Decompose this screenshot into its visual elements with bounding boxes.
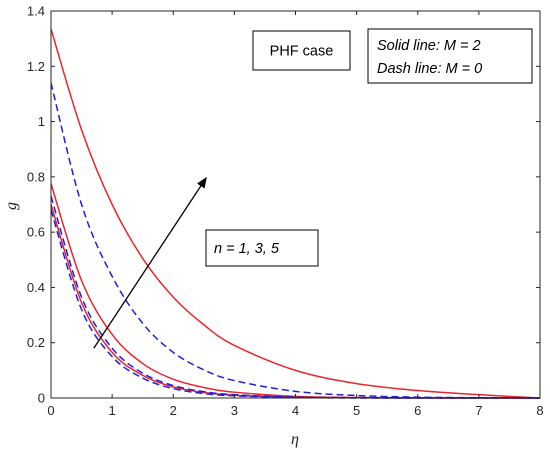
y-tick-label: 0.6 xyxy=(27,225,45,240)
y-tick-label: 1.4 xyxy=(27,4,45,19)
legend-dash-line: Dash line: M = 0 xyxy=(377,61,482,77)
y-axis-label: g xyxy=(3,202,20,210)
y-tick-label: 0.8 xyxy=(27,169,45,184)
y-tick-label: 1 xyxy=(38,114,45,129)
legend-solid-line: Solid line: M = 2 xyxy=(377,38,481,54)
case-label: PHF case xyxy=(270,44,334,60)
x-tick-label: 2 xyxy=(170,403,177,418)
n-annotation: n = 1, 3, 5 xyxy=(205,229,319,267)
y-tick-label: 0.4 xyxy=(27,280,45,295)
x-tick-label: 8 xyxy=(536,403,543,418)
increase-arrow xyxy=(93,185,202,349)
n-label-box xyxy=(205,229,319,267)
x-tick-label: 6 xyxy=(414,403,421,418)
case-box xyxy=(252,30,351,71)
y-tick-label: 1.2 xyxy=(27,59,45,74)
n-label: n = 1, 3, 5 xyxy=(214,241,280,257)
x-axis-label: η xyxy=(291,431,299,448)
x-tick-label: 4 xyxy=(292,403,299,418)
x-tick-label: 3 xyxy=(231,403,238,418)
line-style-legend: Solid line: M = 2 Dash line: M = 0 xyxy=(367,28,533,84)
solid-curve-1 xyxy=(50,28,541,399)
x-tick-label: 7 xyxy=(475,403,482,418)
x-tick-label: 1 xyxy=(109,403,116,418)
arrow-head xyxy=(197,176,207,189)
x-tick-label: 5 xyxy=(353,403,360,418)
y-tick-label: 0.2 xyxy=(27,335,45,350)
x-tick-label: 0 xyxy=(47,403,54,418)
legend-box xyxy=(367,28,533,84)
case-annotation: PHF case xyxy=(252,30,351,71)
ticks: 0 1 2 3 4 5 6 7 8 0 0.2 0.4 0.6 0.8 1 1.2 1.4 xyxy=(27,4,544,419)
y-tick-label: 0 xyxy=(38,391,45,406)
